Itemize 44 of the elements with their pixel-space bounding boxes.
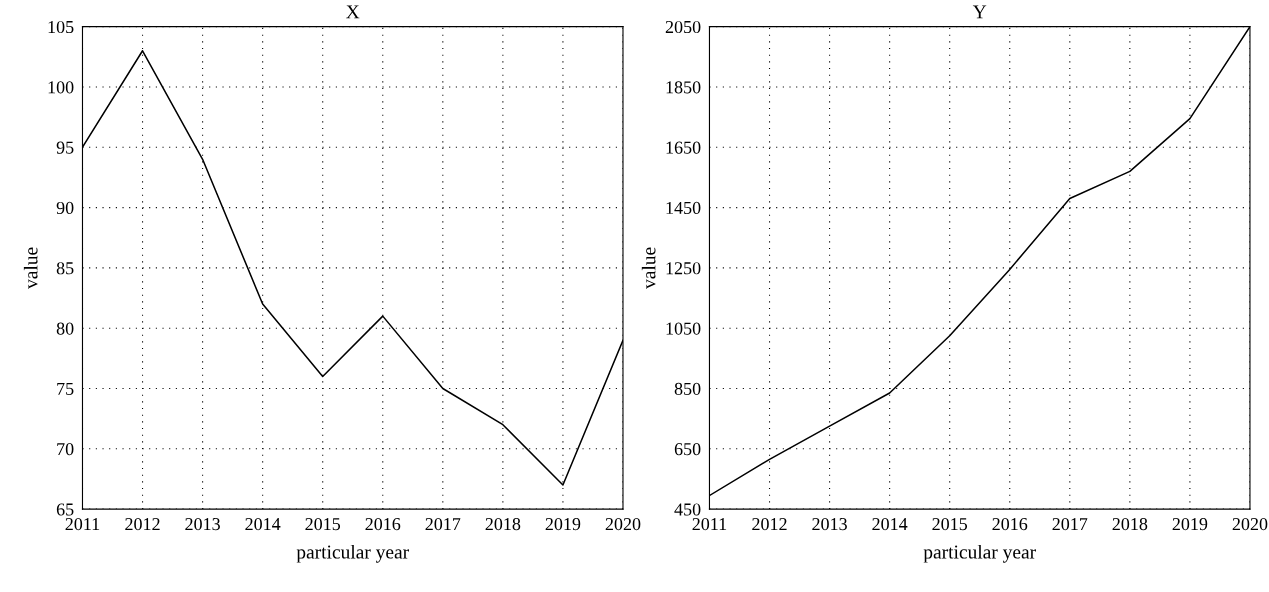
chart-title: X	[346, 5, 360, 19]
x-tick-label: 2020	[605, 517, 641, 531]
x-tick-label: 2015	[932, 517, 968, 531]
y-tick-label: 100	[48, 81, 74, 94]
y-tick-label: 1450	[666, 201, 701, 215]
x-tick-label: 2011	[692, 517, 727, 531]
chart-title: Y	[972, 5, 987, 19]
y-axis-title: value	[23, 247, 38, 289]
y-tick-label: 75	[57, 382, 74, 395]
y-tick-label: 650	[674, 443, 701, 456]
y-tick-label: 80	[56, 322, 74, 335]
y-tick-label: 850	[674, 382, 701, 395]
y-tick-label: 90	[56, 201, 74, 215]
x-tick-label: 2016	[365, 517, 401, 531]
y-tick-label: 65	[56, 503, 74, 516]
y-tick-label: 1050	[666, 322, 701, 335]
y-tick-label: 450	[674, 503, 701, 516]
y-tick-label: 1250	[666, 262, 701, 275]
y-tick-label: 1650	[666, 141, 701, 154]
x-tick-label: 2014	[245, 517, 281, 531]
x-tick-label: 2011	[65, 517, 100, 531]
x-axis-title: particular year	[296, 544, 409, 563]
x-tick-label: 2015	[305, 517, 341, 531]
x-tick-label: 2012	[125, 517, 160, 531]
y-tick-label: 2050	[665, 20, 701, 34]
x-tick-label: 2018	[1112, 517, 1148, 531]
x-tick-label: 2019	[1172, 517, 1208, 531]
y-tick-label: 1850	[666, 81, 701, 94]
x-tick-label: 2017	[1052, 517, 1088, 531]
x-tick-label: 2012	[752, 517, 787, 531]
x-tick-label: 2020	[1232, 517, 1268, 531]
y-tick-label: 70	[57, 443, 74, 456]
x-tick-label: 2013	[812, 517, 847, 531]
y-tick-label: 95	[56, 141, 74, 154]
y-tick-label: 85	[56, 262, 74, 275]
y-axis-title: value	[641, 247, 656, 289]
x-tick-label: 2018	[485, 517, 521, 531]
x-tick-label: 2016	[992, 517, 1028, 531]
x-tick-label: 2014	[872, 517, 908, 531]
y-tick-label: 105	[48, 20, 74, 34]
x-tick-label: 2017	[425, 517, 461, 531]
x-tick-label: 2019	[545, 517, 581, 531]
x-tick-label: 2013	[185, 517, 220, 531]
x-axis-title: particular year	[923, 544, 1036, 563]
